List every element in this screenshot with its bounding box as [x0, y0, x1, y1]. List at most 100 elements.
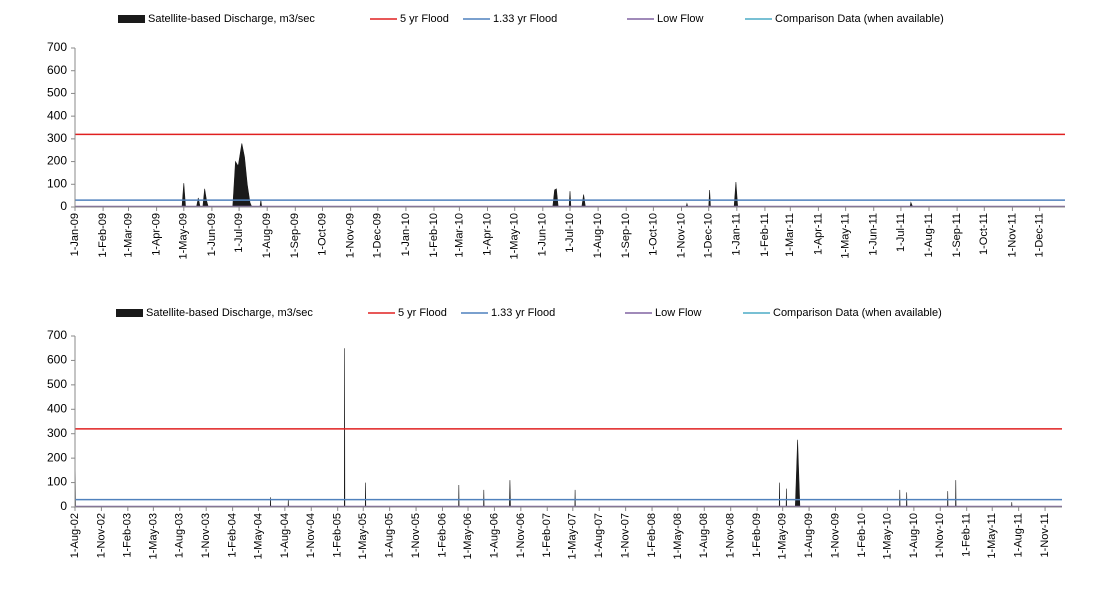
x-tick-label: 1-Aug-05	[384, 513, 396, 558]
legend-label: Low Flow	[655, 307, 702, 319]
x-tick-label: 1-Jan-09	[69, 213, 81, 256]
x-tick-label: 1-Nov-05	[410, 513, 422, 558]
x-tick-label: 1-Nov-07	[620, 513, 632, 558]
x-tick-label: 1-May-10	[881, 513, 893, 559]
x-tick-label: 1-Nov-02	[95, 513, 107, 558]
x-tick-label: 1-Feb-09	[751, 513, 763, 558]
x-tick-label: 1-Feb-10	[428, 213, 440, 258]
chart: Satellite-based Discharge, m3/sec 5 yr Fl…	[47, 307, 1062, 559]
x-tick-label: 1-Jan-11	[731, 213, 743, 256]
x-tick-label: 1-Apr-10	[481, 213, 493, 256]
x-tick-label: 1-Dec-09	[372, 213, 384, 258]
legend-label: 1.33 yr Flood	[493, 13, 557, 25]
x-tick-label: 1-Feb-08	[646, 513, 658, 558]
x-tick-label: 1-Feb-03	[122, 513, 134, 558]
y-tick-label: 600	[47, 353, 67, 367]
x-tick-label: 1-Apr-09	[150, 213, 162, 256]
y-tick-label: 0	[60, 499, 67, 513]
x-tick-label: 1-Mar-11	[784, 213, 796, 257]
y-tick-label: 0	[60, 199, 67, 213]
x-tick-label: 1-Dec-10	[703, 213, 715, 258]
x-tick-label: 1-Feb-04	[227, 513, 239, 558]
chart: Satellite-based Discharge, m3/sec 5 yr Fl…	[47, 13, 1065, 259]
x-tick-label: 1-Aug-11	[923, 213, 935, 257]
x-tick-label: 1-Feb-06	[436, 513, 448, 558]
x-tick-label: 1-Feb-09	[97, 213, 109, 258]
x-tick-label: 1-Feb-11	[759, 213, 771, 257]
legend-swatch	[118, 15, 145, 23]
x-tick-label: 1-Jun-11	[868, 213, 880, 256]
x-tick-label: 1-Aug-09	[261, 213, 273, 258]
x-tick-label: 1-Dec-11	[1034, 213, 1046, 257]
y-tick-label: 400	[47, 108, 67, 122]
x-tick-label: 1-Nov-09	[829, 513, 841, 558]
y-tick-label: 200	[47, 450, 67, 464]
discharge-area	[75, 143, 1065, 208]
x-tick-label: 1-Nov-10	[934, 513, 946, 558]
x-tick-label: 1-May-03	[147, 513, 159, 559]
x-tick-label: 1-May-05	[357, 513, 369, 559]
x-tick-label: 1-Jun-09	[206, 213, 218, 256]
x-tick-label: 1-Feb-07	[541, 513, 553, 558]
legend-label: Comparison Data (when available)	[775, 13, 944, 25]
x-tick-label: 1-Nov-09	[345, 213, 357, 258]
y-tick-label: 500	[47, 377, 67, 391]
x-tick-label: 1-Mar-10	[453, 213, 465, 258]
y-tick-label: 500	[47, 86, 67, 100]
x-tick-label: 1-May-07	[567, 513, 579, 559]
legend-label: 5 yr Flood	[400, 13, 449, 25]
y-tick-label: 300	[47, 426, 67, 440]
x-tick-label: 1-Nov-11	[1006, 213, 1018, 257]
x-tick-label: 1-May-09	[777, 513, 789, 559]
legend-label: Satellite-based Discharge, m3/sec	[146, 307, 313, 319]
x-tick-label: 1-Aug-02	[69, 513, 81, 558]
x-tick-label: 1-Aug-09	[803, 513, 815, 558]
x-tick-label: 1-Nov-03	[200, 513, 212, 558]
x-tick-label: 1-Jul-11	[895, 213, 907, 252]
x-tick-label: 1-Jan-10	[400, 213, 412, 256]
x-tick-label: 1-Aug-11	[1013, 513, 1025, 557]
legend-label: Comparison Data (when available)	[773, 307, 942, 319]
legend-label: Satellite-based Discharge, m3/sec	[148, 13, 315, 25]
legend-label: 1.33 yr Flood	[491, 307, 555, 319]
x-tick-label: 1-May-04	[252, 513, 264, 559]
y-tick-label: 700	[47, 328, 67, 342]
x-tick-label: 1-Aug-10	[908, 513, 920, 558]
x-tick-label: 1-May-11	[840, 213, 852, 259]
x-tick-label: 1-Jul-10	[564, 213, 576, 253]
x-tick-label: 1-Mar-09	[122, 213, 134, 258]
x-tick-label: 1-Aug-10	[592, 213, 604, 258]
x-tick-label: 1-Sep-10	[620, 213, 632, 258]
x-tick-label: 1-Jul-09	[233, 213, 245, 253]
x-tick-label: 1-May-09	[178, 213, 190, 259]
x-tick-label: 1-Nov-06	[515, 513, 527, 558]
x-tick-label: 1-Oct-09	[316, 213, 328, 256]
y-tick-label: 400	[47, 401, 67, 415]
x-tick-label: 1-Apr-11	[812, 213, 824, 255]
x-tick-label: 1-Aug-03	[174, 513, 186, 558]
x-tick-label: 1-Aug-06	[488, 513, 500, 558]
x-tick-label: 1-Aug-04	[279, 513, 291, 558]
legend-label: 5 yr Flood	[398, 307, 447, 319]
y-tick-label: 100	[47, 475, 67, 489]
y-tick-label: 600	[47, 63, 67, 77]
x-tick-label: 1-Sep-11	[951, 213, 963, 257]
y-tick-label: 700	[47, 40, 67, 54]
x-tick-label: 1-Nov-08	[725, 513, 737, 558]
x-tick-label: 1-Aug-07	[593, 513, 605, 558]
legend-label: Low Flow	[657, 13, 704, 25]
y-tick-label: 200	[47, 154, 67, 168]
x-tick-label: 1-May-10	[509, 213, 521, 259]
legend-swatch	[116, 309, 143, 317]
x-tick-label: 1-May-11	[986, 513, 998, 559]
x-tick-label: 1-Oct-11	[978, 213, 990, 255]
x-tick-label: 1-Oct-10	[647, 213, 659, 256]
discharge-area	[74, 348, 1062, 508]
x-tick-label: 1-Nov-04	[305, 513, 317, 558]
y-tick-label: 300	[47, 131, 67, 145]
x-tick-label: 1-Feb-05	[332, 513, 344, 558]
x-tick-label: 1-May-08	[672, 513, 684, 559]
x-tick-label: 1-Jun-10	[537, 213, 549, 256]
x-tick-label: 1-Feb-10	[856, 513, 868, 558]
